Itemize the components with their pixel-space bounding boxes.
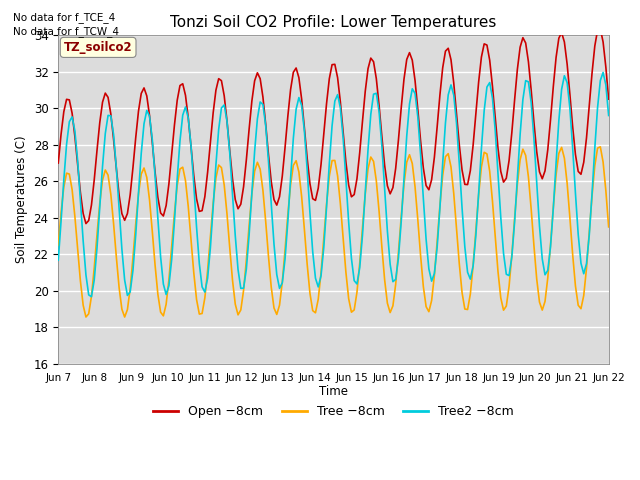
Y-axis label: Soil Temperatures (C): Soil Temperatures (C) (15, 136, 28, 264)
X-axis label: Time: Time (319, 385, 348, 398)
Text: No data for f_TCE_4: No data for f_TCE_4 (13, 12, 115, 23)
Text: TZ_soilco2: TZ_soilco2 (64, 41, 132, 54)
Legend: Open −8cm, Tree −8cm, Tree2 −8cm: Open −8cm, Tree −8cm, Tree2 −8cm (148, 400, 519, 423)
Text: No data for f_TCW_4: No data for f_TCW_4 (13, 26, 119, 37)
Title: Tonzi Soil CO2 Profile: Lower Temperatures: Tonzi Soil CO2 Profile: Lower Temperatur… (170, 15, 497, 30)
